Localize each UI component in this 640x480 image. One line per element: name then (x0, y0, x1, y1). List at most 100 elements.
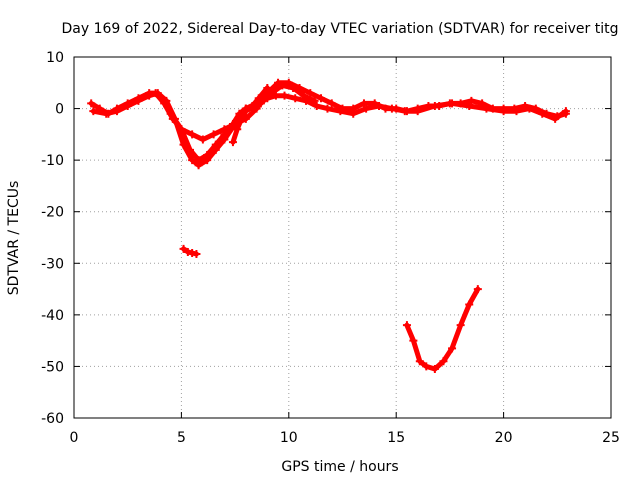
data-point (422, 362, 431, 371)
data-point (263, 83, 272, 92)
data-point (89, 107, 98, 116)
series-main-trace-c (166, 81, 319, 165)
data-point (237, 114, 246, 123)
data-point (194, 156, 203, 165)
data-point (499, 107, 508, 116)
data-point (482, 104, 491, 113)
data-point (415, 357, 424, 366)
data-point (183, 247, 192, 256)
data-point (188, 248, 197, 257)
data-point (203, 150, 212, 159)
data-point (198, 135, 207, 144)
data-point (327, 99, 336, 108)
data-point (375, 101, 384, 110)
data-point (402, 321, 411, 330)
data-point (448, 99, 457, 108)
data-point (512, 107, 521, 116)
data-point (362, 104, 371, 113)
data-point (317, 94, 326, 103)
axis-ticks: 0 5 10 15 20 25 -60 -50 -40 -30 -20 -10 0 10 (41, 50, 620, 446)
data-point (280, 91, 289, 100)
y-tick-label: 10 (46, 50, 64, 66)
data-point (387, 104, 396, 113)
data-point (166, 109, 175, 118)
data-point (291, 94, 300, 103)
data-point (400, 107, 409, 116)
x-tick-label: 20 (495, 430, 513, 446)
data-point (439, 357, 448, 366)
data-point (467, 96, 476, 105)
data-point (349, 109, 358, 118)
data-point (456, 321, 465, 330)
data-point (254, 94, 263, 103)
data-point (448, 344, 457, 353)
data-point (112, 107, 121, 116)
data-point (211, 140, 220, 149)
data-series (87, 78, 570, 374)
data-point (299, 91, 308, 100)
data-point (310, 96, 319, 105)
data-point (162, 96, 171, 105)
data-point (430, 365, 439, 374)
data-point (123, 101, 132, 110)
data-point (538, 109, 547, 118)
y-tick-label: -10 (41, 153, 64, 169)
series-line (404, 286, 481, 372)
data-point (473, 285, 482, 294)
y-tick-label: -60 (41, 411, 64, 427)
data-point (153, 89, 162, 98)
data-point (87, 99, 96, 108)
data-point (220, 130, 229, 139)
data-point (312, 101, 321, 110)
data-point (306, 89, 315, 98)
x-axis-label: GPS time / hours (281, 459, 398, 475)
series-branch-descending (228, 83, 272, 147)
data-point (179, 244, 188, 253)
data-point (145, 91, 154, 100)
x-tick-label: 10 (280, 430, 298, 446)
data-point (278, 81, 287, 90)
data-point (465, 101, 474, 110)
data-point (267, 89, 276, 98)
y-tick-label: -20 (41, 205, 64, 221)
data-point (228, 138, 237, 147)
data-point (228, 120, 237, 129)
data-point (192, 250, 201, 259)
data-point (233, 125, 242, 134)
series-short-segment (179, 244, 201, 259)
data-point (177, 125, 186, 134)
data-point (359, 99, 368, 108)
x-tick-label: 0 (70, 430, 79, 446)
chart-title: Day 169 of 2022, Sidereal Day-to-day VTE… (62, 21, 619, 37)
data-point (102, 109, 111, 118)
data-point (323, 104, 332, 113)
x-tick-label: 5 (177, 430, 186, 446)
data-point (561, 107, 570, 116)
data-point (465, 300, 474, 309)
data-point (188, 130, 197, 139)
x-tick-label: 25 (602, 430, 620, 446)
data-point (525, 104, 534, 113)
y-tick-label: -50 (41, 359, 64, 375)
data-point (134, 96, 143, 105)
data-point (241, 107, 250, 116)
data-point (430, 101, 439, 110)
y-tick-label: -30 (41, 256, 64, 272)
y-axis-label: SDTVAR / TECUs (6, 181, 22, 296)
plot-frame (73, 56, 612, 419)
series-deep-dip (402, 285, 482, 374)
data-point (256, 99, 265, 108)
data-point (336, 107, 345, 116)
data-point (413, 107, 422, 116)
data-point (289, 83, 298, 92)
data-point (185, 145, 194, 154)
y-tick-label: 0 (55, 102, 64, 118)
data-point (551, 114, 560, 123)
data-point (209, 130, 218, 139)
x-tick-label: 15 (387, 430, 405, 446)
data-point (409, 336, 418, 345)
y-tick-label: -40 (41, 308, 64, 324)
data-point (248, 101, 257, 110)
